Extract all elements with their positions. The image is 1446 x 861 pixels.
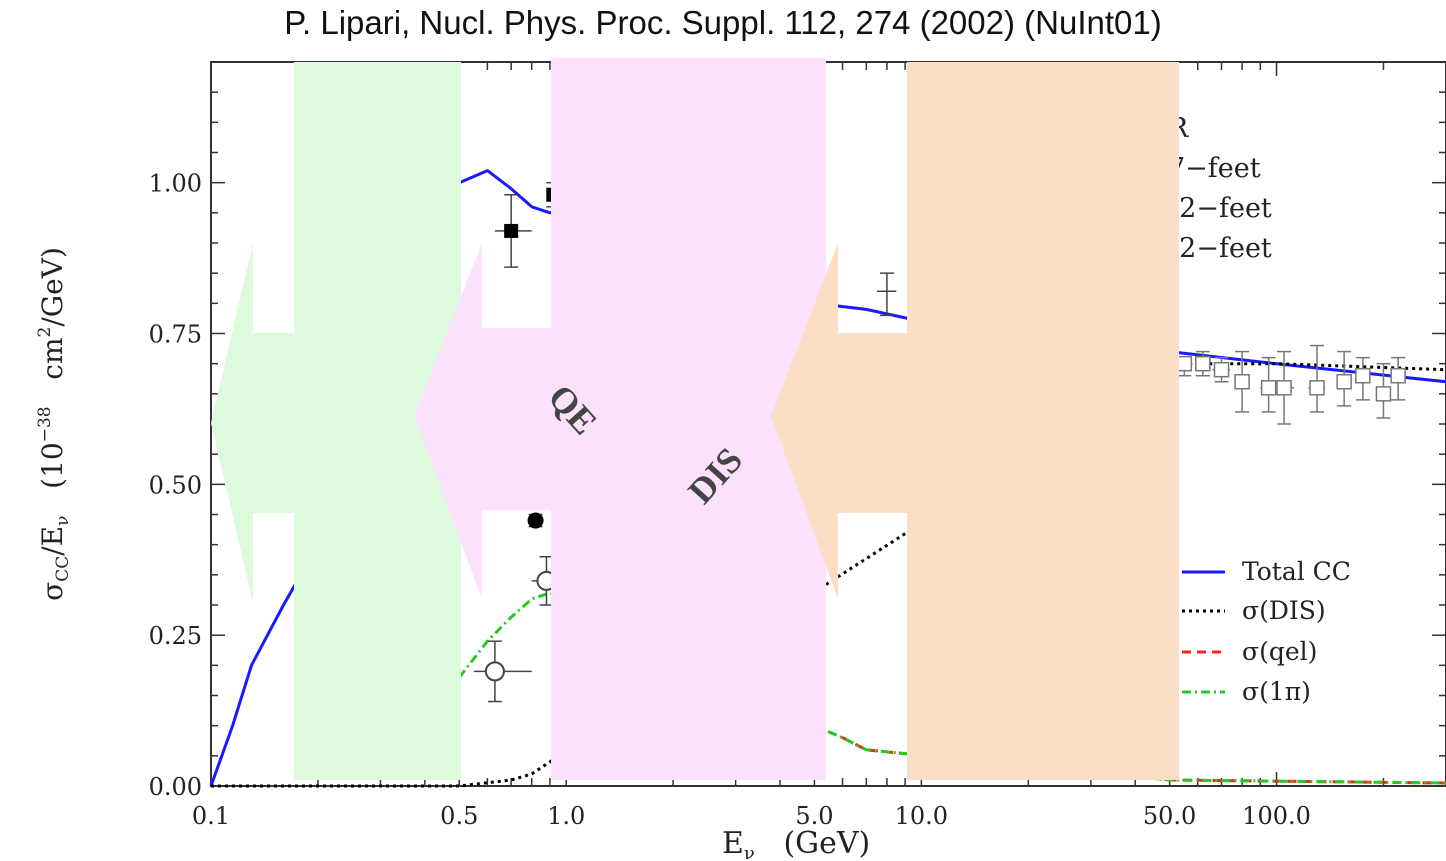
legend-label-1pi: σ(1π): [1242, 677, 1311, 706]
y-tick-label: 0.75: [149, 321, 202, 349]
x-tick-label: 10.0: [895, 802, 948, 830]
y-tick-label: 0.50: [149, 471, 202, 499]
legend-top: R 7−feet 12−feet 12−feet: [1162, 113, 1272, 264]
y-tick-label: 0.00: [149, 773, 202, 801]
data-point: [1195, 355, 1211, 372]
x-tick-label: 1.0: [547, 802, 585, 830]
data-point: [1390, 367, 1406, 384]
overlay-peach: [771, 62, 1179, 780]
x-tick-label: 50.0: [1143, 802, 1196, 830]
series-line: [211, 362, 1446, 788]
data-point: [484, 661, 505, 682]
x-axis-label: Eν (GeV): [722, 826, 870, 861]
data-point: [527, 512, 544, 529]
y-tick-label: 0.25: [149, 622, 202, 650]
data-point: [1176, 355, 1193, 372]
legend-top-2: 12−feet: [1162, 193, 1272, 224]
legend-label-total: Total CC: [1242, 557, 1351, 586]
data-point: [1276, 380, 1292, 396]
data-point: [1309, 380, 1325, 396]
data-point: [1213, 361, 1230, 378]
x-tick-label: 0.5: [440, 802, 478, 830]
x-tick-label: 100.0: [1242, 802, 1311, 830]
legend: Total CC σ(DIS) σ(qel) σ(1π): [1182, 557, 1351, 706]
x-tick-labels: 0.1 0.5 1.0 5.0 10.0 50.0 100.0: [192, 802, 1311, 830]
x-tick-label: 5.0: [795, 802, 833, 830]
legend-label-dis: σ(DIS): [1242, 596, 1326, 625]
y-axis-label: σCC/Eν (10−38 cm2/GeV): [35, 247, 73, 601]
data-point: [1234, 374, 1250, 390]
data-point: [1375, 386, 1392, 402]
legend-top-3: 12−feet: [1162, 233, 1272, 264]
x-tick-label: 0.1: [192, 802, 230, 830]
data-point: [1336, 374, 1352, 390]
legend-top-1: 7−feet: [1168, 153, 1261, 184]
data-point: [1355, 367, 1371, 384]
legend-label-qel: σ(qel): [1242, 637, 1317, 666]
y-tick-label: 1.00: [149, 170, 202, 198]
data-point: [504, 223, 519, 238]
page-title: P. Lipari, Nucl. Phys. Proc. Suppl. 112,…: [284, 4, 1162, 41]
data-point: [1260, 380, 1277, 396]
y-tick-labels: 0.00 0.25 0.50 0.75 1.00: [149, 170, 202, 801]
